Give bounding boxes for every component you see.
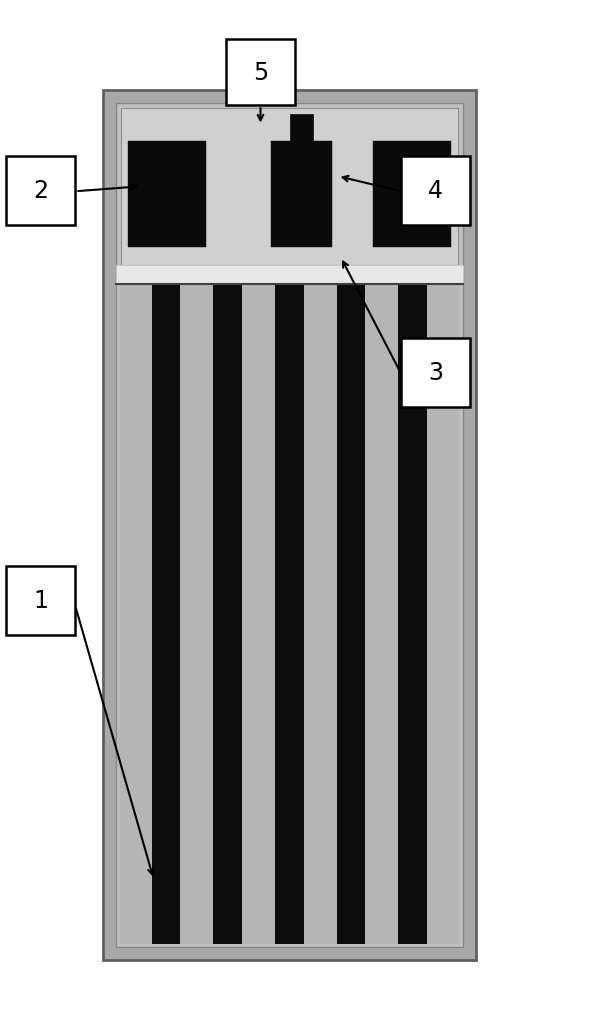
Bar <box>213 284 242 944</box>
Bar <box>119 284 460 944</box>
Text: 5: 5 <box>253 62 268 85</box>
Bar <box>116 104 463 947</box>
Text: 2: 2 <box>33 179 48 203</box>
Bar <box>121 109 458 266</box>
Bar <box>373 142 451 248</box>
Bar <box>401 157 470 225</box>
Text: 3: 3 <box>428 361 443 385</box>
Bar <box>290 114 313 143</box>
Bar <box>336 284 365 944</box>
Bar <box>401 339 470 407</box>
Bar <box>103 91 476 960</box>
Bar <box>152 284 180 944</box>
Bar <box>6 157 75 225</box>
Text: 1: 1 <box>33 588 48 613</box>
Bar <box>128 142 206 248</box>
Bar <box>275 284 304 944</box>
Bar <box>6 566 75 635</box>
Bar <box>226 40 295 106</box>
Text: 4: 4 <box>428 179 443 203</box>
Bar <box>399 284 427 944</box>
Bar <box>271 142 332 248</box>
Bar <box>116 266 463 284</box>
